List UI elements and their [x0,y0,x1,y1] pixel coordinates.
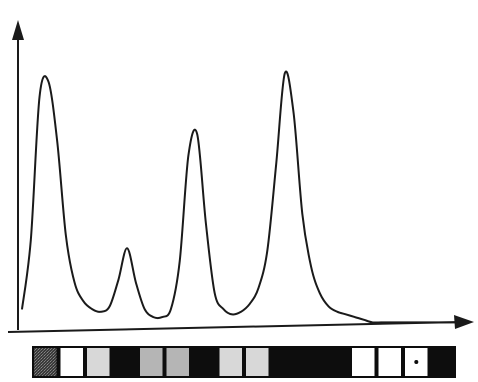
data-point [389,321,391,323]
data-point [257,287,260,289]
band-cell [219,348,242,376]
data-point [293,112,295,114]
band-strip [32,346,456,378]
data-point [144,308,146,310]
data-point [56,138,58,141]
data-point [240,311,242,313]
data-point [231,313,233,315]
x-axis [7,321,463,333]
data-point [433,321,435,323]
data-point [275,165,277,167]
band-cell [140,348,163,376]
data-point [65,234,67,236]
data-point [161,316,163,318]
data-point [450,321,452,323]
band-cell [352,348,375,376]
data-point [345,313,347,315]
band-cell [297,346,324,378]
band-cell [111,346,138,378]
data-point [319,292,321,294]
band-cell [87,348,110,376]
data-point [415,321,417,323]
data-point [371,321,373,323]
data-point [38,96,41,98]
data-point [91,308,93,310]
data-point [187,154,189,156]
data-point [363,319,365,321]
data-point [424,321,426,323]
data-point [266,250,268,252]
band-cell [246,348,269,376]
data-point [152,316,154,318]
data-point [354,316,356,318]
band-cell [270,346,297,378]
data-point [126,247,128,249]
data-point [222,308,225,310]
data-point [30,239,32,241]
data-point [109,305,111,307]
data-point [301,213,303,215]
data-point [47,80,49,82]
plot-area [21,70,461,324]
band-cell [378,348,401,376]
series-line [21,70,460,324]
data-point [336,311,338,313]
data-point [249,303,251,305]
band-cell [166,348,189,376]
data-point [328,305,330,307]
data-point [74,282,76,284]
data-point [135,282,137,284]
data-point [406,321,408,323]
data-point [310,266,312,268]
data-point [284,72,286,74]
data-point [205,223,207,225]
data-point [196,133,198,135]
y-axis-arrowhead [12,20,24,40]
data-point [170,308,172,310]
band-cell [34,348,57,376]
data-point [380,321,382,323]
data-point [21,308,23,310]
data-point [459,321,461,323]
band-cell [323,346,350,378]
band-cell [191,346,218,378]
data-point [179,260,181,262]
data-point [82,300,84,302]
data-point [117,279,119,281]
data-point [398,321,400,323]
data-point [441,321,444,323]
band-cell-dot [414,360,419,364]
band-cell [60,348,83,376]
data-point [214,292,216,294]
x-axis-arrowhead [454,315,474,329]
band-cell [429,346,456,378]
data-point [100,311,102,313]
